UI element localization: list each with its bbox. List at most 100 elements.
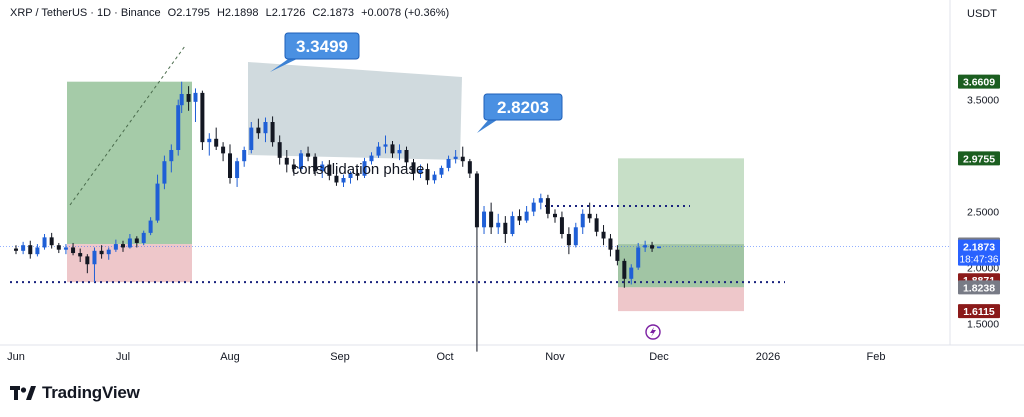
candle-body: [524, 211, 529, 221]
symbol-label[interactable]: XRP / TetherUS · 1D · Binance: [10, 7, 161, 19]
candle-body: [56, 245, 61, 250]
time-tick-label: Sep: [330, 351, 350, 363]
candle-body: [553, 213, 557, 218]
price-tick-label: 3.5000: [967, 95, 999, 107]
open-value: O2.1795: [167, 7, 210, 19]
candle-body: [113, 244, 118, 250]
candle-body: [71, 247, 76, 254]
candle-body: [242, 150, 247, 162]
price-tag: [958, 239, 1000, 266]
callout-pointer: [270, 57, 301, 72]
close-value: C2.1873: [312, 7, 355, 19]
candle-body: [453, 156, 458, 159]
candle-body: [650, 245, 655, 249]
candle-body: [348, 173, 353, 178]
candle-body: [14, 248, 18, 251]
candle-body: [503, 222, 508, 234]
time-tick-label: Jul: [116, 351, 130, 363]
candle-body: [559, 217, 564, 234]
candle-body: [517, 216, 522, 221]
price-tag-countdown: 18:47:36: [960, 255, 999, 266]
candle-body: [566, 234, 571, 246]
candle-body: [362, 161, 367, 176]
trend-line: [69, 45, 186, 206]
candle-body: [291, 164, 296, 170]
candle-body: [418, 169, 423, 174]
callout-pointer: [477, 118, 500, 133]
candle-body: [608, 238, 613, 250]
candle-body: [193, 92, 198, 102]
candle-body: [496, 222, 501, 228]
change-value: +0.0078 (+0.36%): [361, 7, 450, 19]
candle-body: [256, 127, 261, 134]
candles: [14, 81, 661, 352]
candle-body: [155, 183, 160, 221]
price-tick-label: 2.5000: [967, 207, 999, 219]
brand-name: TradingView: [42, 383, 140, 402]
candle-body: [99, 250, 104, 255]
candle-body: [629, 267, 634, 279]
candle-body: [411, 162, 416, 174]
callout-label: 3.3499: [296, 37, 348, 56]
price-tag-label: 1.6115: [963, 306, 995, 318]
candle-body: [92, 250, 97, 265]
candle-body: [482, 211, 487, 228]
candle-body: [460, 156, 465, 162]
callout-box: [483, 93, 563, 121]
candle-body: [376, 146, 381, 156]
price-tag: [958, 74, 1000, 89]
candle-body: [270, 122, 275, 143]
long-risk-zone-2: [618, 287, 744, 312]
candle-body: [587, 213, 592, 219]
tradingview-logo-icon: [10, 386, 36, 400]
lightning-icon: [650, 327, 656, 337]
candle-body: [249, 127, 254, 150]
time-tick-label: Oct: [436, 351, 453, 363]
candle-body: [162, 161, 167, 184]
candle-body: [355, 173, 360, 176]
candle-body: [106, 249, 111, 255]
candle-body: [404, 150, 409, 163]
time-tick-label: Nov: [545, 351, 565, 363]
candle-body: [28, 245, 33, 255]
candle-body: [489, 211, 494, 228]
candle-body: [545, 198, 550, 214]
price-tag: [958, 151, 1000, 166]
candle-body: [510, 216, 515, 234]
candle-body: [35, 247, 40, 255]
candle-body: [214, 138, 219, 147]
candle-body: [594, 218, 599, 232]
candle-body: [580, 213, 585, 228]
candle-body: [42, 237, 47, 248]
callout-label: 2.8203: [497, 98, 549, 117]
candle-body: [657, 246, 661, 249]
candle-body: [327, 164, 332, 176]
candle-body: [78, 253, 83, 257]
candle-body: [169, 150, 174, 162]
currency-label: USDT: [967, 8, 997, 20]
time-tick-label: Jun: [7, 351, 25, 363]
candle-body: [176, 105, 181, 150]
tradingview-brand[interactable]: TradingView: [10, 383, 140, 403]
candle-body: [538, 198, 543, 203]
candle-body: [390, 144, 395, 154]
candle-body: [63, 247, 68, 250]
candle-body: [141, 232, 146, 243]
time-tick-label: Dec: [649, 351, 669, 363]
candle-body: [622, 260, 627, 279]
consolidation-box: [248, 62, 462, 160]
candle-body: [474, 173, 479, 228]
candle-body: [397, 150, 402, 154]
candle-body: [369, 155, 374, 162]
price-tag-label: 3.6609: [963, 77, 995, 89]
price-tick-label: 1.5000: [967, 319, 999, 331]
candle-body: [207, 138, 212, 143]
candle-body: [334, 175, 339, 183]
candle-body: [306, 153, 311, 157]
time-tick-label: Aug: [220, 351, 240, 363]
consolidation-label: consolidation phase: [292, 161, 425, 178]
candle-body: [49, 237, 54, 246]
candle-body: [313, 156, 318, 172]
